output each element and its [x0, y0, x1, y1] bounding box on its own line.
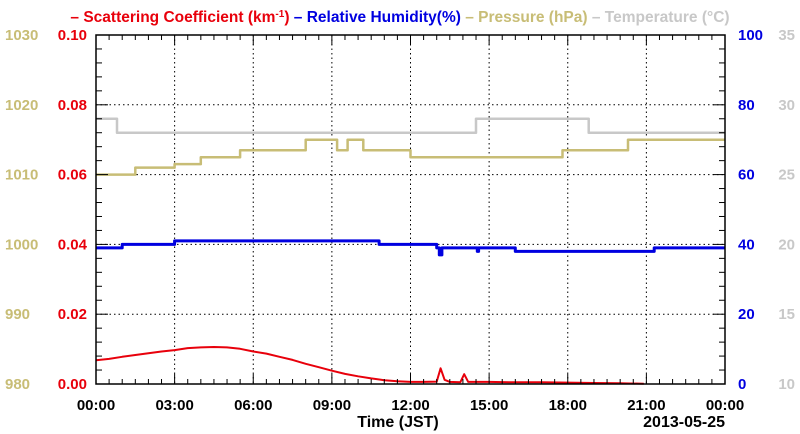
pressure-tick-label: 1010: [5, 167, 38, 184]
legend-entry: – Relative Humidity(%): [290, 9, 461, 26]
date-label: 2013-05-25: [643, 414, 725, 431]
humidity-tick-label: 0: [738, 376, 746, 393]
pressure-tick-label: 990: [5, 306, 30, 323]
temperature-tick-label: 35: [778, 27, 795, 44]
x-axis-title: Time (JST): [357, 414, 439, 431]
x-tick-label: 15:00: [470, 397, 508, 414]
scattering-tick-label: 0.08: [58, 97, 87, 114]
temperature-tick-label: 15: [778, 306, 795, 323]
pressure-tick-label: 980: [5, 376, 30, 393]
temperature-tick-label: 20: [778, 236, 795, 253]
grid: [96, 35, 725, 384]
legend-text: – Scattering Coefficient (km-1) – Relati…: [70, 9, 729, 27]
scattering-tick-label: 0.00: [58, 376, 87, 393]
humidity-tick-label: 20: [738, 306, 755, 323]
pressure-tick-label: 1030: [5, 27, 38, 44]
humidity-tick-label: 40: [738, 236, 755, 253]
humidity-tick-label: 80: [738, 97, 755, 114]
x-tick-label: 12:00: [391, 397, 429, 414]
temperature-line: [96, 117, 725, 134]
x-tick-label: 00:00: [706, 397, 744, 414]
pressure-tick-label: 1000: [5, 236, 38, 253]
pressure-tick-label: 1020: [5, 97, 38, 114]
scattering-tick-label: 0.06: [58, 167, 87, 184]
legend-entry: – Temperature (°C): [588, 9, 730, 26]
scattering-line: [95, 346, 644, 385]
scattering-tick-label: 0.10: [58, 27, 87, 44]
legend-entry: – Scattering Coefficient (km: [70, 9, 275, 26]
x-tick-label: 03:00: [155, 397, 193, 414]
series-layer: [95, 117, 725, 385]
legend-superscript: -1: [275, 9, 284, 20]
humidity-line: [96, 239, 725, 257]
legend: – Scattering Coefficient (km-1) – Relati…: [70, 9, 729, 27]
humidity-tick-label: 100: [738, 27, 763, 44]
x-tick-label: 21:00: [627, 397, 665, 414]
axis-tick-labels: 00:00 03:00 06:00 09:00 12:00 15:00 18:00 21:00…: [5, 27, 795, 414]
temperature-tick-label: 30: [778, 97, 795, 114]
axis-ticks: [95, 34, 726, 385]
x-tick-label: 18:00: [549, 397, 587, 414]
legend-tail: ): [284, 9, 289, 26]
scattering-tick-label: 0.04: [58, 236, 88, 253]
temperature-tick-label: 25: [778, 167, 795, 184]
temperature-tick-label: 10: [778, 376, 795, 393]
pressure-line: [96, 138, 725, 176]
x-tick-label: 06:00: [234, 397, 272, 414]
plot-frame: [95, 34, 726, 385]
humidity-tick-label: 60: [738, 167, 755, 184]
scattering-tick-label: 0.02: [58, 306, 87, 323]
x-tick-label: 09:00: [313, 397, 351, 414]
legend-entry: – Pressure (hPa): [461, 9, 588, 26]
x-tick-label: 00:00: [77, 397, 115, 414]
